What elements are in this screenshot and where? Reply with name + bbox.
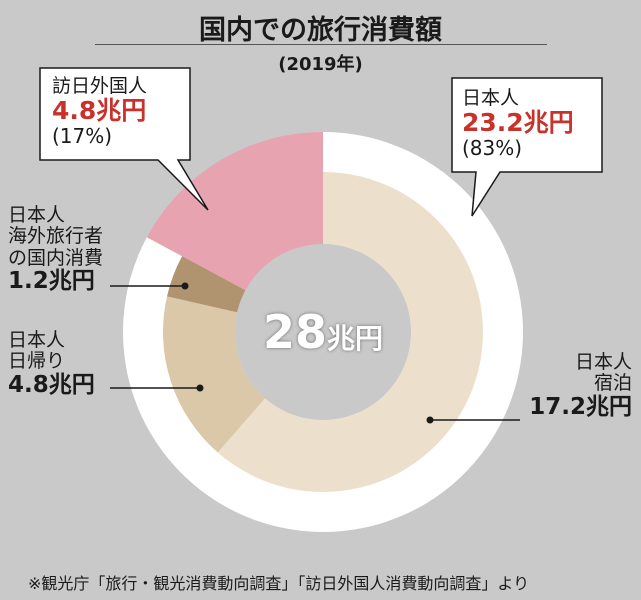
source-note: ※観光庁「旅行・観光消費動向調査」「訪日外国人消費動向調査」より [28, 574, 530, 593]
inner-slice-0 [217, 172, 484, 492]
label-foreign-name: 訪日外国人 [52, 75, 148, 97]
total-value-label: 28兆円 [228, 305, 418, 359]
inner-slice-2 [167, 256, 246, 313]
label-foreign-pct: (17%) [52, 124, 113, 149]
label-foreign-visitors: 訪日外国人 4.8兆円 (17%) [52, 75, 148, 149]
callout-box-japanese [451, 77, 603, 217]
label-japanese-pct: (83%) [462, 136, 523, 161]
leader-dot-day-trip [196, 384, 204, 392]
callout-box-foreign [39, 67, 209, 211]
label-day-trip-value: 4.8兆円 [8, 371, 95, 398]
label-overseas-name: 日本人 海外旅行者 の国内消費 [8, 204, 104, 269]
label-day-trip-name: 日本人 日帰り [8, 329, 66, 373]
inner-slice-1 [163, 296, 266, 453]
label-day-trip: 日本人 日帰り 4.8兆円 [8, 329, 95, 398]
leader-dot-overseas [181, 282, 189, 290]
label-overnight: 日本人 宿泊 17.2兆円 [520, 351, 632, 420]
label-japanese-name: 日本人 [462, 87, 520, 109]
chart-subtitle: (2019年) [278, 54, 363, 75]
donut-center [235, 244, 411, 420]
label-overnight-name: 日本人 宿泊 [574, 351, 632, 395]
total-unit: 兆円 [327, 322, 384, 355]
label-overseas-value: 1.2兆円 [8, 267, 95, 294]
chart-title: 国内での旅行消費額 [199, 15, 442, 46]
label-japanese-value: 23.2兆円 [462, 108, 574, 138]
label-japanese: 日本人 23.2兆円 (83%) [462, 87, 574, 161]
leader-dot-overnight [426, 416, 434, 424]
label-overnight-value: 17.2兆円 [529, 393, 632, 420]
label-foreign-value: 4.8兆円 [52, 96, 147, 126]
inner-slice-3 [182, 172, 323, 291]
label-overseas-travelers: 日本人 海外旅行者 の国内消費 1.2兆円 [8, 204, 104, 295]
title-divider [95, 44, 547, 45]
total-number: 28 [262, 305, 327, 359]
